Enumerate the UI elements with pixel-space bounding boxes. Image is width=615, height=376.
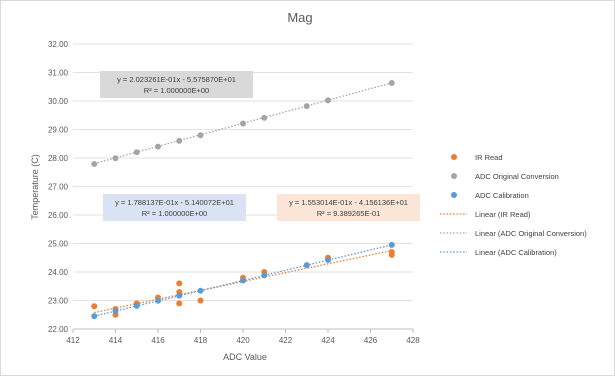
x-tick-label: 414 [109,336,123,345]
legend: IR Read ADC Original Conversion ADC Calibr… [440,153,587,257]
data-point [113,308,119,314]
trendline-equations: y = 2.023261E-01x - 5.575870E+01 R² = 1.0… [100,71,420,221]
data-point [240,278,246,284]
y-tick-label: 32.00 [48,40,69,49]
equation-text: y = 1.788137E-01x - 5.140072E+01 [115,198,234,207]
data-point [155,298,161,304]
y-tick-label: 28.00 [48,154,69,163]
data-point [176,280,182,286]
equation-text: y = 1.553014E-01x - 4.156136E+01 [289,198,408,207]
data-point [325,257,331,263]
data-point [389,242,395,248]
data-point [176,138,182,144]
x-tick-label: 412 [66,336,80,345]
data-point [134,149,140,155]
legend-marker [451,173,457,179]
x-tick-label: 426 [364,336,378,345]
y-tick-label: 25.00 [48,240,69,249]
legend-label: Linear (IR Read) [475,210,531,219]
data-point [325,97,331,103]
data-point [134,303,140,309]
data-point [198,288,204,294]
data-point [91,161,97,167]
y-axis-title: Temperature (C) [30,154,40,220]
data-point [91,313,97,319]
data-point [389,80,395,86]
data-point [91,303,97,309]
data-point [176,293,182,299]
y-tick-label: 24.00 [48,268,69,277]
x-tick-label: 420 [236,336,250,345]
legend-label: IR Read [475,153,503,162]
legend-label: Linear (ADC Calibration) [475,248,557,257]
y-tick-label: 31.00 [48,69,69,78]
y-tick-label: 22.00 [48,325,69,334]
y-axis-ticks: 22.00 23.00 24.00 25.00 26.00 27.00 28.00 29.00… [48,40,69,334]
data-point [198,298,204,304]
x-tick-label: 422 [279,336,293,345]
data-point [176,300,182,306]
x-tick-label: 428 [406,336,420,345]
equation-text: y = 2.023261E-01x - 5.575870E+01 [117,75,236,84]
legend-marker [451,154,457,160]
r-squared-text: R² = 1.000000E+00 [142,209,207,218]
data-point [113,155,119,161]
legend-label: ADC Calibration [475,191,529,200]
x-tick-label: 416 [151,336,165,345]
r-squared-text: R² = 1.000000E+00 [144,86,209,95]
legend-label: ADC Original Conversion [475,172,559,181]
y-tick-label: 30.00 [48,97,69,106]
r-squared-text: R² = 9.389265E-01 [317,209,381,218]
data-point [304,103,310,109]
legend-label: Linear (ADC Original Conversion) [475,229,587,238]
data-point [261,272,267,278]
data-point [198,132,204,138]
y-tick-label: 23.00 [48,297,69,306]
legend-marker [451,192,457,198]
data-point [155,144,161,150]
data-point [389,252,395,258]
data-point [261,115,267,121]
data-point [240,121,246,127]
x-axis-ticks: 412 414 416 418 420 422 424 426 428 [66,329,420,345]
x-axis-title: ADC Value [223,352,267,362]
y-tick-label: 29.00 [48,126,69,135]
data-point [304,262,310,268]
y-tick-label: 26.00 [48,211,69,220]
x-tick-label: 424 [321,336,335,345]
y-tick-label: 27.00 [48,183,69,192]
chart-title: Mag [287,10,312,25]
x-tick-label: 418 [194,336,208,345]
